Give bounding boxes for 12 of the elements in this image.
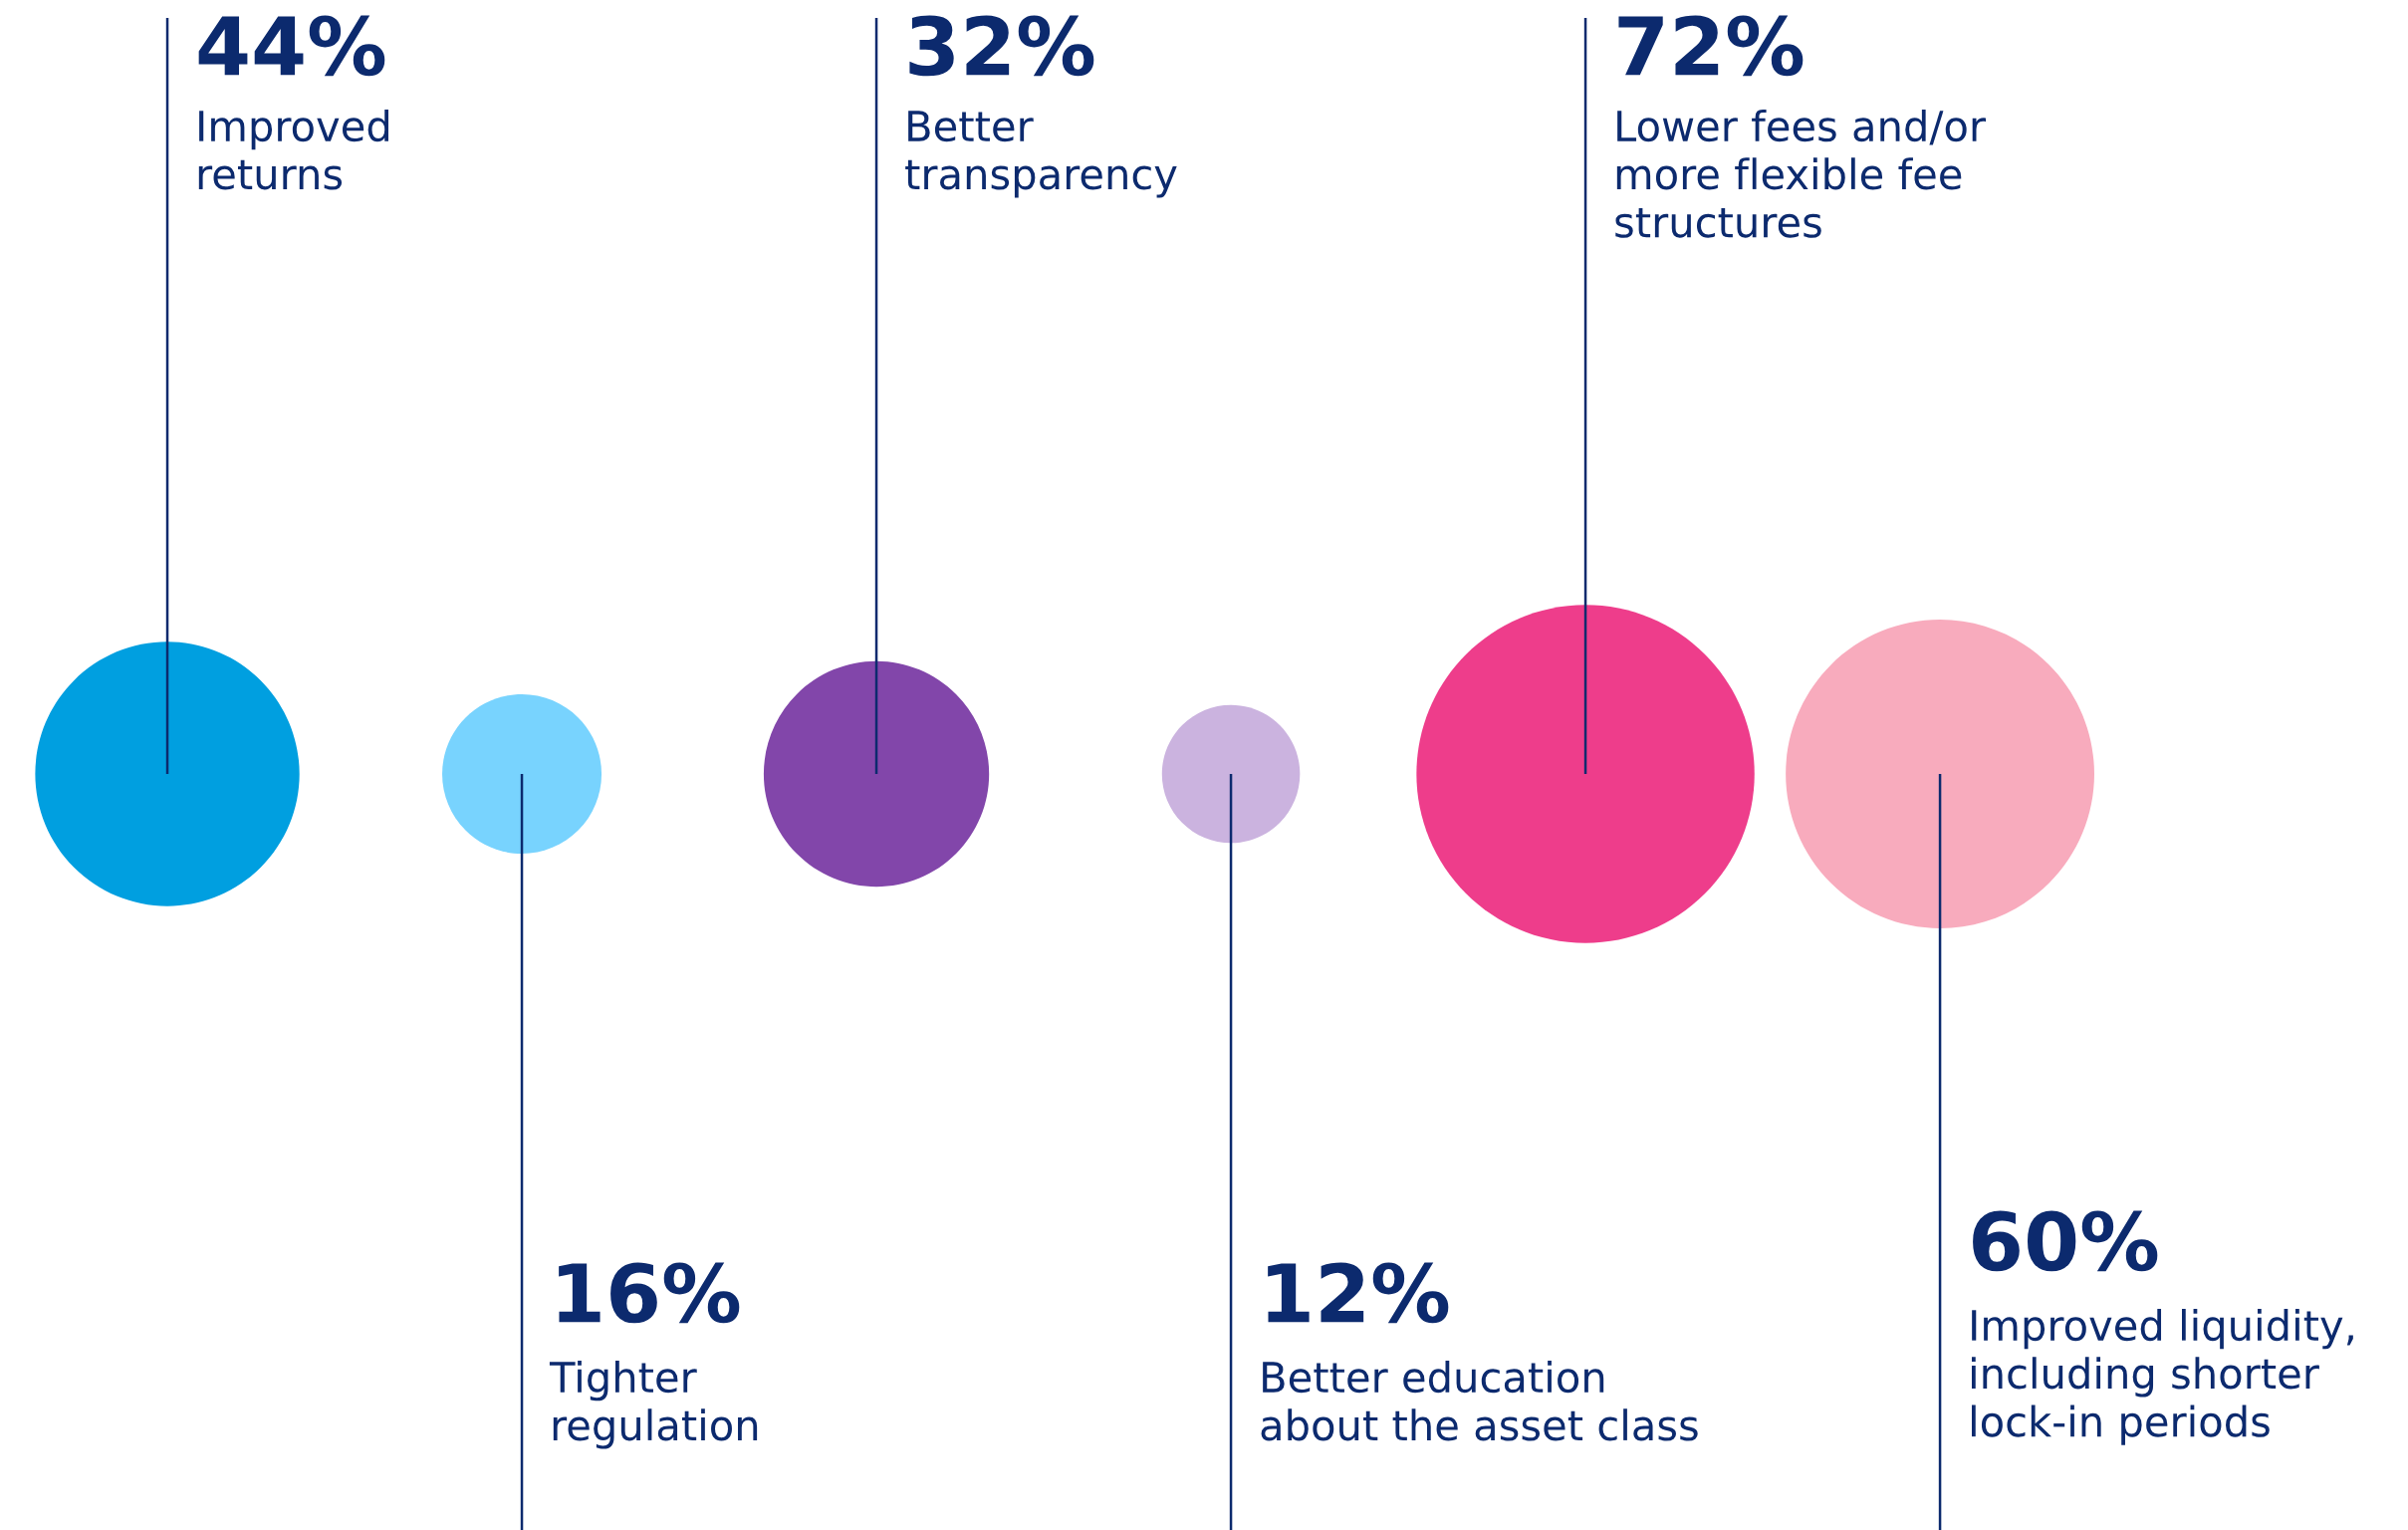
category-label: Improved returns	[198, 110, 388, 190]
category-label: Tighter regulation	[549, 1361, 758, 1449]
category-label: Lower fees and/or more flexible fee structures	[1615, 110, 1987, 238]
data-label: 32%	[909, 15, 1094, 77]
data-label: 12%	[1268, 1262, 1449, 1324]
data-label: 60%	[1973, 1210, 2158, 1272]
category-label: Improved liquidity, including shorter lock-in periods	[1972, 1309, 2353, 1445]
data-label: 72%	[1618, 15, 1804, 77]
data-label: 44%	[198, 15, 385, 77]
category-label: Better education about the asset class	[1261, 1361, 1698, 1441]
data-label: 16%	[559, 1262, 740, 1324]
category-label: Better transparency	[905, 111, 1177, 198]
